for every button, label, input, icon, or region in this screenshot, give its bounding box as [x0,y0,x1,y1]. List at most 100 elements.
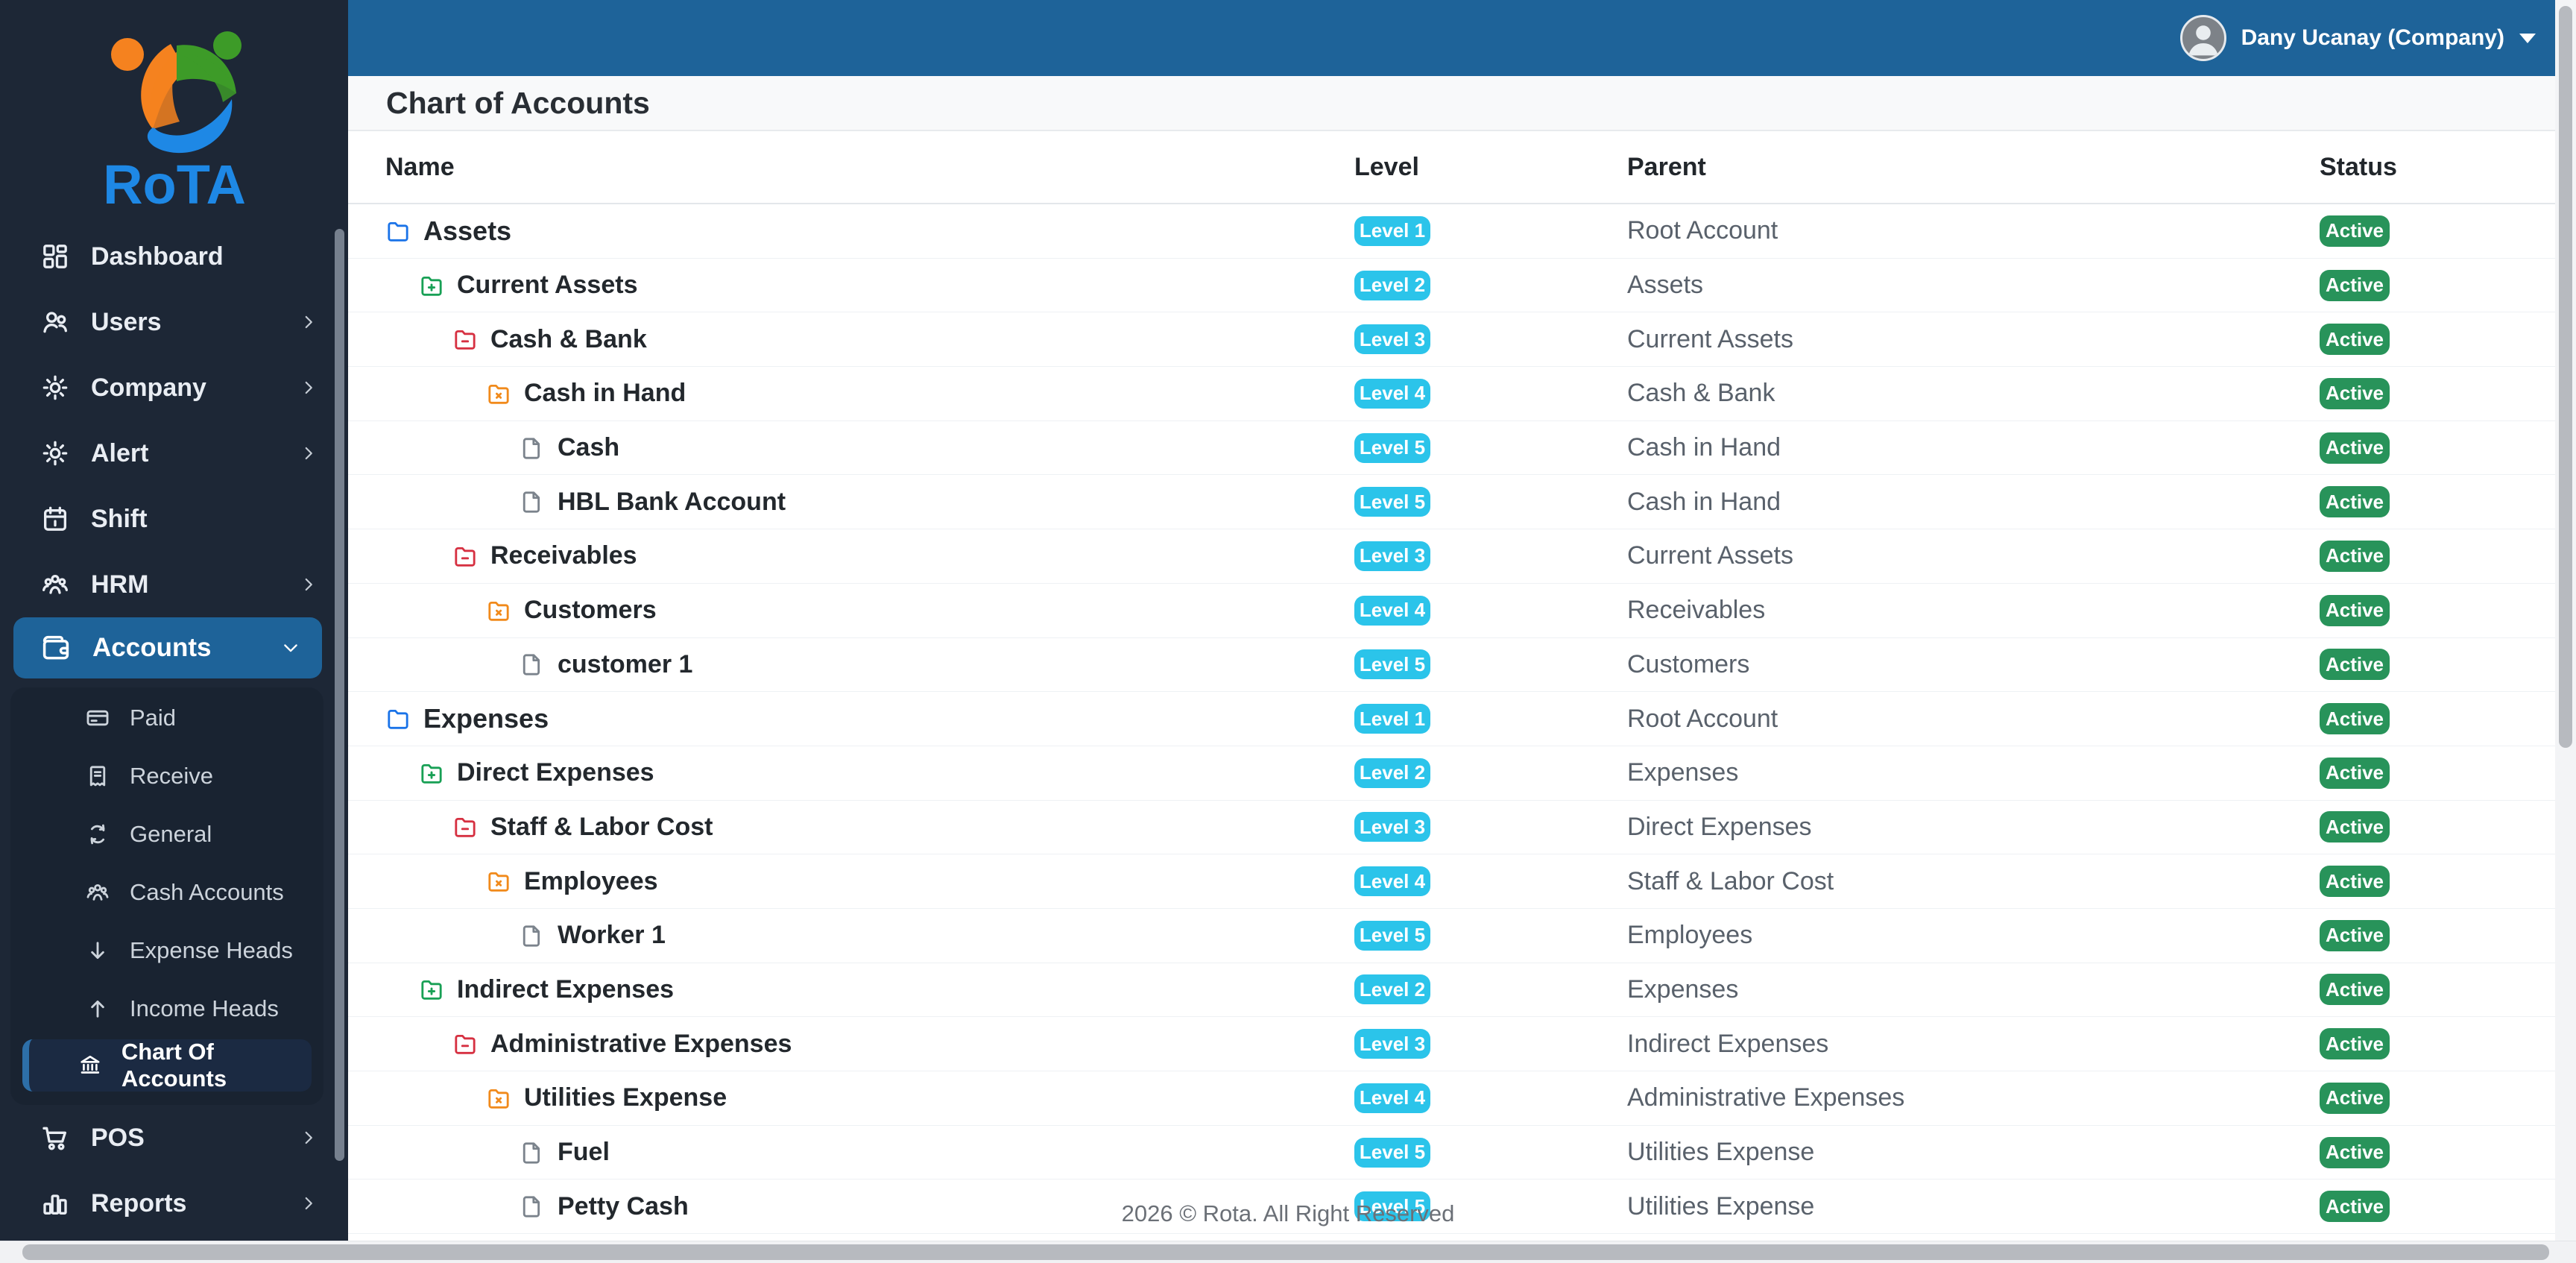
account-name: Staff & Labor Cost [490,812,713,841]
sidebar-item-reports[interactable]: Reports [0,1171,348,1236]
parent-name: Employees [1627,921,1753,950]
account-name-cell: Employees [385,867,1354,896]
account-name-cell: Indirect Expenses [385,975,1354,1004]
account-name-cell: Customers [385,596,1354,625]
level-badge: Level 3 [1354,812,1430,842]
sidebar-item-pos[interactable]: POS [0,1105,348,1171]
sidebar-item-dashboard[interactable]: Dashboard [0,224,348,289]
status-badge: Active [2320,811,2390,843]
status-badge: Active [2320,594,2390,626]
account-name: Fuel [558,1138,610,1167]
submenu-item-label: Income Heads [130,995,279,1021]
folder-minus-icon [455,818,476,838]
avatar [2179,15,2226,61]
submenu-item-label: Paid [130,705,177,731]
page-title: Chart of Accounts [386,85,650,120]
account-name-cell: Cash & Bank [385,325,1354,354]
account-name: Indirect Expenses [457,974,675,1004]
rota-logo: RoTA [0,0,348,224]
submenu-item-label: Cash Accounts [130,879,284,905]
sidebar-item-label: Users [91,307,162,336]
column-header-level: Level [1354,152,1419,181]
account-name-cell: Current Assets [385,271,1354,300]
folder-minus-icon [455,1035,476,1054]
column-header-name: Name [385,152,455,181]
sidebar-item-shift[interactable]: Shift [0,486,348,552]
account-name-cell: Utilities Expense [385,1083,1354,1112]
gear-icon [42,375,68,400]
people-icon [86,884,109,901]
user-name: Dany Ucanay (Company) [2241,25,2504,50]
sidebar-item-label: Shift [91,504,148,533]
submenu-item-receive[interactable]: Receive [10,747,323,805]
table-body: Assets Level 1 Root Account Active Current A… [348,204,2555,1235]
submenu-item-chart-of-accounts[interactable]: Chart Of Accounts [22,1039,312,1092]
sidebar-item-label: Alert [91,438,149,467]
users-icon [43,312,68,333]
parent-name: Cash in Hand [1627,433,1781,462]
account-name: Utilities Expense [524,1083,727,1112]
sidebar-item-company[interactable]: Company [0,355,348,421]
wallet-icon [42,635,69,660]
file-icon [523,654,540,675]
horizontal-scrollbar-thumb[interactable] [22,1244,2549,1260]
sidebar-item-alert[interactable]: Alert [0,421,348,486]
level-badge: Level 4 [1354,866,1430,897]
parent-name: Receivables [1627,596,1766,625]
level-badge: Level 5 [1354,1191,1430,1222]
submenu-item-income-heads[interactable]: Income Heads [10,980,323,1038]
chevron-down-icon [280,637,301,658]
column-header-status: Status [2320,152,2397,181]
table-row: Receivables Level 3 Current Assets Active [348,529,2555,584]
account-name: Worker 1 [558,921,666,950]
svg-text:RoTA: RoTA [103,154,246,215]
level-badge: Level 2 [1354,758,1430,788]
submenu-item-general[interactable]: General [10,805,323,863]
parent-name: Staff & Labor Cost [1627,866,1834,895]
status-badge: Active [2320,1136,2390,1168]
receipt-icon [89,766,106,787]
level-badge: Level 5 [1354,432,1430,463]
people-icon [42,574,69,594]
submenu-item-paid[interactable]: Paid [10,689,323,747]
sidebar-scrollbar-thumb[interactable] [335,229,344,1161]
sidebar-item-accounts[interactable]: Accounts [13,617,322,678]
submenu-item-expense-heads[interactable]: Expense Heads [10,922,323,980]
folder-x-icon [488,384,509,404]
vertical-scrollbar-thumb[interactable] [2559,6,2572,748]
level-badge: Level 3 [1354,541,1430,571]
table-row: Administrative Expenses Level 3 Indirect E… [348,1017,2555,1071]
status-badge: Active [2320,486,2390,518]
file-icon [523,925,540,947]
top-header: Dany Ucanay (Company) [348,0,2555,76]
submenu-item-label: Expense Heads [130,937,293,963]
folder-x-icon [488,872,509,892]
parent-name: Administrative Expenses [1627,1083,1905,1112]
account-name: Administrative Expenses [490,1029,792,1058]
folder-plus-icon [421,276,442,296]
account-name-cell: Direct Expenses [385,758,1354,787]
folder-x-icon [488,601,509,621]
sidebar-item-users[interactable]: Users [0,289,348,355]
user-menu[interactable]: Dany Ucanay (Company) [2179,0,2536,76]
sync-icon [90,824,105,845]
parent-name: Cash & Bank [1627,379,1775,408]
account-name-cell: Receivables [385,541,1354,570]
folder-icon [388,709,408,729]
submenu-item-cash-accounts[interactable]: Cash Accounts [10,863,323,922]
level-badge: Level 4 [1354,378,1430,409]
sidebar-item-label: Dashboard [91,242,224,271]
table-row: Direct Expenses Level 2 Expenses Active [348,746,2555,801]
sidebar-item-hrm[interactable]: HRM [0,552,348,617]
account-name: Employees [524,866,658,895]
sidebar-item-label: Reports [91,1188,187,1218]
chevron-right-icon [305,578,312,591]
level-badge: Level 1 [1354,704,1430,734]
table-row: Indirect Expenses Level 2 Expenses Active [348,963,2555,1018]
table-row: Petty Cash Level 5 Utilities Expense Active [348,1179,2555,1235]
status-badge: Active [2320,269,2390,301]
account-name: HBL Bank Account [558,487,786,516]
table-row: HBL Bank Account Level 5 Cash in Hand Activ… [348,475,2555,530]
status-badge: Active [2320,757,2390,789]
status-badge: Active [2320,1028,2390,1060]
